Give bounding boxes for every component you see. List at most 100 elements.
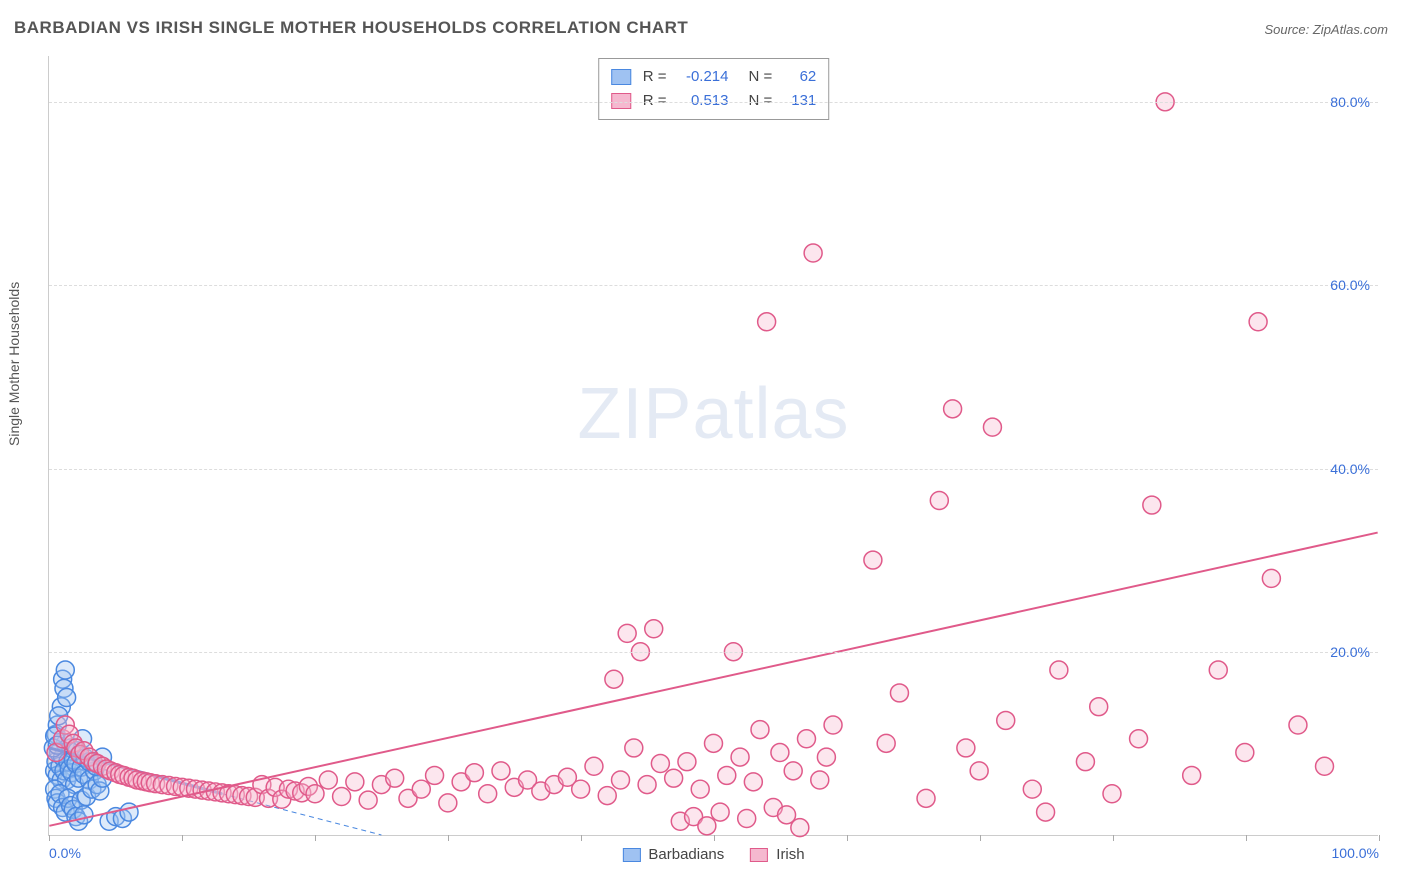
data-point: [864, 551, 882, 569]
data-point: [58, 689, 76, 707]
x-tick: [49, 835, 50, 841]
data-point: [386, 769, 404, 787]
data-point: [944, 400, 962, 418]
data-point: [665, 769, 683, 787]
data-point: [811, 771, 829, 789]
data-point: [638, 776, 656, 794]
data-point: [1209, 661, 1227, 679]
data-point: [970, 762, 988, 780]
data-point: [738, 810, 756, 828]
data-point: [1289, 716, 1307, 734]
n-label: N =: [749, 65, 773, 89]
data-point: [605, 670, 623, 688]
grid-line: [49, 652, 1378, 653]
x-tick: [315, 835, 316, 841]
data-point: [930, 491, 948, 509]
y-tick-label: 20.0%: [1330, 644, 1370, 660]
x-tick: [448, 835, 449, 841]
data-point: [1183, 766, 1201, 784]
data-point: [479, 785, 497, 803]
data-point: [585, 757, 603, 775]
data-point: [1130, 730, 1148, 748]
data-point: [306, 785, 324, 803]
data-point: [1262, 569, 1280, 587]
data-point: [439, 794, 457, 812]
data-point: [1090, 698, 1108, 716]
data-point: [1236, 744, 1254, 762]
data-point: [824, 716, 842, 734]
series-legend: Barbadians Irish: [622, 846, 804, 863]
data-point: [817, 748, 835, 766]
legend-series-name: Irish: [776, 846, 804, 863]
legend-swatch: [622, 848, 640, 862]
data-point: [359, 791, 377, 809]
legend-series-name: Barbadians: [648, 846, 724, 863]
stats-legend: R =-0.214N =62R =0.513N =131: [598, 58, 830, 120]
data-point: [465, 764, 483, 782]
data-point: [718, 766, 736, 784]
x-tick: [1246, 835, 1247, 841]
x-tick: [714, 835, 715, 841]
y-tick-label: 40.0%: [1330, 461, 1370, 477]
data-point: [691, 780, 709, 798]
data-point: [412, 780, 430, 798]
data-point: [333, 788, 351, 806]
data-point: [744, 773, 762, 791]
trend-line: [49, 533, 1377, 826]
grid-line: [49, 102, 1378, 103]
data-point: [56, 661, 74, 679]
data-point: [804, 244, 822, 262]
r-value: -0.214: [675, 65, 729, 89]
data-point: [1050, 661, 1068, 679]
data-point: [651, 755, 669, 773]
x-tick: [1379, 835, 1380, 841]
data-point: [492, 762, 510, 780]
data-point: [1316, 757, 1334, 775]
x-tick: [980, 835, 981, 841]
y-tick-label: 80.0%: [1330, 94, 1370, 110]
data-point: [983, 418, 1001, 436]
data-point: [572, 780, 590, 798]
x-tick: [847, 835, 848, 841]
data-point: [917, 789, 935, 807]
data-point: [1076, 753, 1094, 771]
data-point: [598, 787, 616, 805]
data-point: [711, 803, 729, 821]
chart-plot-area: ZIPatlas R =-0.214N =62R =0.513N =131 Ba…: [48, 56, 1378, 836]
data-point: [957, 739, 975, 757]
grid-line: [49, 469, 1378, 470]
x-tick: [182, 835, 183, 841]
data-point: [797, 730, 815, 748]
data-point: [625, 739, 643, 757]
data-point: [997, 711, 1015, 729]
legend-item: Barbadians: [622, 846, 724, 863]
grid-line: [49, 285, 1378, 286]
data-point: [771, 744, 789, 762]
data-point: [618, 624, 636, 642]
data-point: [319, 771, 337, 789]
x-tick-label: 100.0%: [1332, 845, 1379, 861]
data-point: [758, 313, 776, 331]
x-tick: [581, 835, 582, 841]
legend-item: Irish: [750, 846, 804, 863]
data-point: [1023, 780, 1041, 798]
data-point: [612, 771, 630, 789]
legend-swatch: [611, 69, 631, 85]
data-point: [75, 806, 93, 824]
data-point: [731, 748, 749, 766]
data-point: [120, 803, 138, 821]
y-tick-label: 60.0%: [1330, 277, 1370, 293]
data-point: [346, 773, 364, 791]
data-point: [698, 817, 716, 835]
data-point: [426, 766, 444, 784]
data-point: [751, 721, 769, 739]
data-point: [877, 734, 895, 752]
scatter-svg: [49, 56, 1378, 835]
n-value: 62: [780, 65, 816, 89]
data-point: [678, 753, 696, 771]
chart-title: BARBADIAN VS IRISH SINGLE MOTHER HOUSEHO…: [14, 18, 688, 38]
data-point: [645, 620, 663, 638]
data-point: [890, 684, 908, 702]
y-axis-label: Single Mother Households: [6, 282, 22, 446]
data-point: [1103, 785, 1121, 803]
